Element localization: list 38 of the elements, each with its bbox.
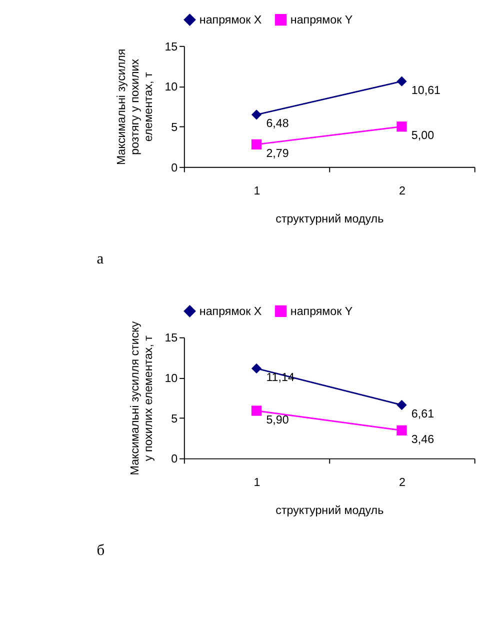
- point: [251, 406, 262, 416]
- y-tick-label: 15: [164, 40, 178, 54]
- text: а: [96, 250, 104, 268]
- point: [251, 139, 262, 150]
- y-axis-title: Максимальні зусилля розтягу у похилих елементах, т: [115, 48, 156, 166]
- data-label: 11,14: [266, 371, 295, 384]
- point: [251, 363, 262, 374]
- data-label: 10,61: [411, 84, 440, 97]
- x-axis-title: структурний модуль: [276, 212, 384, 226]
- data-label: 3,46: [411, 432, 434, 446]
- data-label: 5,90: [266, 413, 289, 426]
- y-tick-label: 10: [164, 372, 178, 385]
- x-tick-label: 2: [398, 184, 406, 198]
- legend-label: напрямок X: [199, 305, 262, 318]
- y-tick-label: 0: [171, 452, 178, 466]
- y-tick-label: 10: [164, 80, 178, 94]
- y-tick-label: 0: [171, 161, 178, 174]
- x-tick-label: 1: [254, 184, 260, 198]
- y-tick-label: 5: [171, 120, 178, 134]
- y-tick-label: 5: [171, 412, 178, 426]
- x-tick-label: 1: [254, 476, 260, 489]
- point: [396, 122, 407, 132]
- data-label: 2,79: [266, 147, 289, 160]
- point: [396, 400, 407, 410]
- y-axis-title: Максимальні зусилля стиску у похилих елементах, т: [128, 321, 156, 476]
- point: [396, 76, 407, 86]
- data-label: 5,00: [411, 129, 434, 142]
- data-label: 6,61: [411, 408, 434, 421]
- legend-label: напрямок Y: [290, 14, 353, 27]
- data-label: 6,48: [266, 117, 289, 130]
- point: [251, 110, 262, 120]
- x-axis-title: структурний модуль: [276, 504, 384, 517]
- legend-label: напрямок Y: [290, 305, 353, 318]
- x-tick-label: 2: [398, 476, 406, 489]
- legend-label: напрямок X: [199, 14, 262, 27]
- y-tick-label: 15: [164, 332, 178, 345]
- text: б: [96, 542, 105, 560]
- point: [396, 425, 407, 436]
